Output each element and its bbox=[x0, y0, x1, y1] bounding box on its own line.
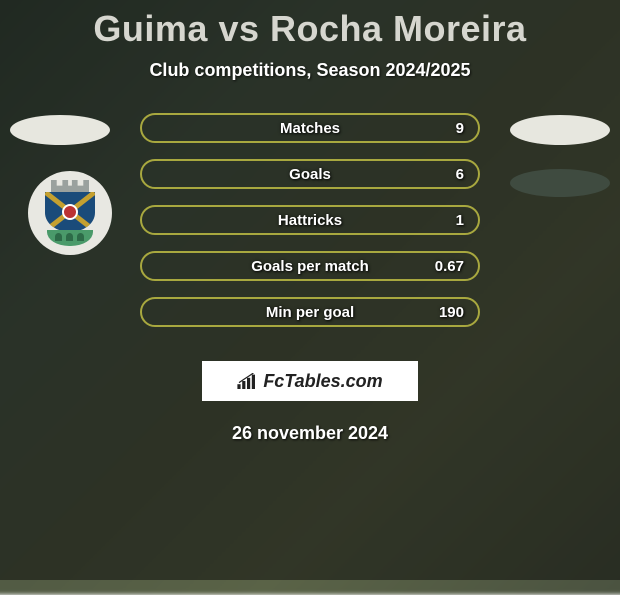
brand-text: FcTables.com bbox=[263, 371, 382, 392]
bar-chart-icon bbox=[237, 373, 257, 389]
right-player-slot bbox=[510, 115, 610, 145]
date-text: 26 november 2024 bbox=[0, 423, 620, 444]
club-badge-graphic bbox=[41, 180, 99, 246]
stat-row-goals-per-match: Goals per match 0.67 bbox=[140, 251, 480, 281]
stat-row-matches: Matches 9 bbox=[140, 113, 480, 143]
badge-shield-icon bbox=[45, 192, 95, 232]
stat-label: Hattricks bbox=[278, 212, 342, 229]
page-subtitle: Club competitions, Season 2024/2025 bbox=[0, 60, 620, 81]
stat-row-hattricks: Hattricks 1 bbox=[140, 205, 480, 235]
stat-label: Goals bbox=[289, 166, 331, 183]
stat-label: Min per goal bbox=[266, 304, 354, 321]
stat-label: Matches bbox=[280, 120, 340, 137]
stat-label: Goals per match bbox=[251, 258, 369, 275]
main-container: Guima vs Rocha Moreira Club competitions… bbox=[0, 0, 620, 580]
club-badge bbox=[28, 171, 112, 255]
stat-value: 0.67 bbox=[435, 258, 464, 275]
badge-center-icon bbox=[62, 204, 78, 220]
stats-area: Matches 9 Goals 6 Hattricks 1 Goals per … bbox=[0, 113, 620, 353]
stat-rows: Matches 9 Goals 6 Hattricks 1 Goals per … bbox=[140, 113, 480, 343]
stat-row-goals: Goals 6 bbox=[140, 159, 480, 189]
badge-arches-icon bbox=[55, 233, 84, 241]
stat-row-min-per-goal: Min per goal 190 bbox=[140, 297, 480, 327]
left-player-slot bbox=[10, 115, 110, 145]
brand-badge: FcTables.com bbox=[202, 361, 418, 401]
badge-bridge-icon bbox=[47, 230, 93, 246]
right-player-slot-2 bbox=[510, 169, 610, 197]
stat-value: 9 bbox=[456, 120, 464, 137]
stat-value: 190 bbox=[439, 304, 464, 321]
stat-value: 6 bbox=[456, 166, 464, 183]
page-title: Guima vs Rocha Moreira bbox=[0, 8, 620, 50]
stat-value: 1 bbox=[456, 212, 464, 229]
